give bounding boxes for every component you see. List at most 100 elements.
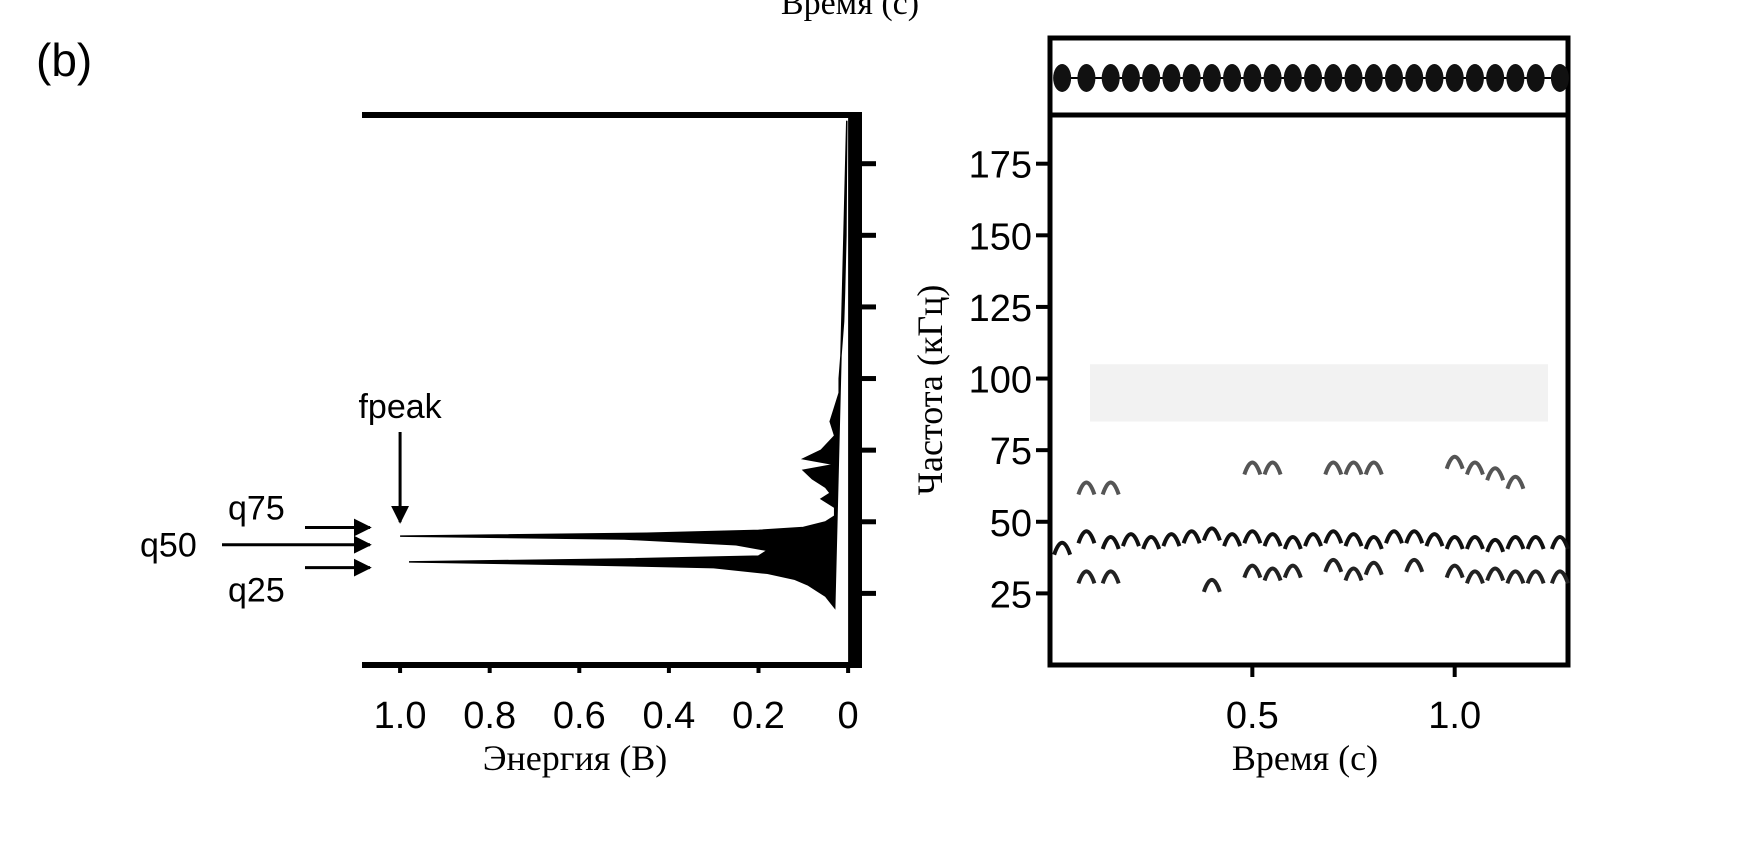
- y-tick-label: 100: [969, 360, 1032, 402]
- call-contour: [1550, 569, 1570, 584]
- call-contour: [1076, 529, 1097, 544]
- x-tick-label: 1.0: [1428, 695, 1481, 737]
- call-contour: [1201, 577, 1222, 593]
- call-contour: [1485, 537, 1506, 553]
- waveform-burst: [1182, 64, 1201, 92]
- annotation-label: fpeak: [358, 388, 442, 426]
- call-contour: [1262, 460, 1283, 476]
- waveform-burst: [1101, 64, 1120, 92]
- call-contour: [1076, 569, 1097, 584]
- y-axis-label: Частота (кГц): [910, 285, 950, 496]
- waveform-burst: [1121, 64, 1140, 92]
- waveform-burst: [1053, 64, 1072, 92]
- waveform-burst: [1550, 64, 1569, 92]
- call-contour: [1465, 534, 1485, 550]
- call-contour: [1282, 563, 1303, 579]
- call-contour: [1282, 534, 1303, 550]
- x-tick-label: 0.6: [553, 695, 606, 737]
- call-contour: [1444, 534, 1465, 550]
- waveform-burst: [1506, 64, 1525, 92]
- call-contour: [1242, 460, 1263, 476]
- call-contour: [1242, 563, 1263, 579]
- annotation-label: q25: [228, 572, 285, 610]
- call-contour: [1465, 460, 1485, 476]
- call-contour: [1343, 566, 1364, 582]
- waveform-burst: [1283, 64, 1302, 92]
- waveform-burst: [1324, 64, 1343, 92]
- call-contour: [1181, 529, 1202, 544]
- spectrum-area: [400, 120, 848, 610]
- y-tick-label: 75: [990, 431, 1032, 473]
- waveform-burst: [1445, 64, 1464, 92]
- call-contour: [1100, 569, 1121, 584]
- call-contour: [1242, 529, 1263, 544]
- call-contour: [1323, 460, 1344, 476]
- waveform-burst: [1263, 64, 1282, 92]
- call-contour: [1303, 532, 1323, 547]
- call-contour: [1323, 557, 1344, 573]
- call-contour: [1121, 532, 1141, 547]
- waveform-burst: [1486, 64, 1505, 92]
- x-tick-label: 0.4: [642, 695, 695, 737]
- call-contour: [1222, 532, 1243, 547]
- y-tick-label: 25: [990, 574, 1032, 616]
- x-tick-label: 1.0: [374, 695, 427, 737]
- waveform-burst: [1223, 64, 1242, 92]
- annotation-label: q75: [228, 490, 285, 528]
- call-contour: [1525, 534, 1546, 550]
- call-contour: [1444, 563, 1465, 579]
- call-contour: [1363, 534, 1384, 550]
- call-contour: [1076, 480, 1097, 496]
- call-contour: [1343, 460, 1364, 476]
- call-contour: [1363, 460, 1384, 476]
- y-tick-label: 50: [990, 503, 1032, 545]
- x-tick-label: 0.2: [732, 695, 785, 737]
- y-tick-label: 150: [969, 216, 1032, 258]
- waveform-burst: [1202, 64, 1221, 92]
- call-contour: [1444, 454, 1465, 470]
- waveform-burst: [1425, 64, 1444, 92]
- plot-frame: [1047, 112, 1571, 668]
- call-contour: [1363, 560, 1384, 576]
- waveform-burst: [1304, 64, 1323, 92]
- y-tick-label: 125: [969, 288, 1032, 330]
- call-contour: [1201, 526, 1222, 542]
- call-contour: [1052, 540, 1073, 556]
- waveform-burst: [1526, 64, 1545, 92]
- call-contour: [1100, 534, 1121, 550]
- call-contour: [1161, 532, 1182, 547]
- y-tick-label: 175: [969, 145, 1032, 187]
- call-contour: [1485, 466, 1506, 481]
- call-contour: [1550, 534, 1570, 550]
- x-tick-label: 0.5: [1226, 695, 1279, 737]
- call-contour: [1424, 532, 1445, 547]
- frequency-axis: [848, 112, 862, 668]
- call-contour: [1485, 566, 1506, 582]
- waveform-burst: [1077, 64, 1096, 92]
- waveform-burst: [1384, 64, 1403, 92]
- waveform-burst: [1465, 64, 1484, 92]
- call-contour: [1505, 569, 1526, 584]
- x-axis-label: Энергия (В): [483, 738, 668, 778]
- call-contour: [1384, 529, 1404, 544]
- top-caption: Время (с): [781, 0, 919, 22]
- call-contour: [1465, 569, 1485, 584]
- call-contour: [1404, 529, 1425, 544]
- call-contour: [1141, 534, 1162, 550]
- waveform-burst: [1405, 64, 1424, 92]
- call-contour: [1505, 474, 1526, 490]
- call-contour: [1525, 569, 1546, 584]
- panel-label: (b): [36, 34, 92, 86]
- annotation-label: q50: [140, 527, 197, 565]
- call-contour: [1505, 534, 1526, 550]
- waveform-burst: [1344, 64, 1363, 92]
- call-contour: [1404, 557, 1425, 573]
- waveform-burst: [1364, 64, 1383, 92]
- waveform-burst: [1243, 64, 1262, 92]
- call-contour: [1262, 532, 1283, 547]
- x-tick-label: 0.8: [463, 695, 516, 737]
- call-contour: [1100, 480, 1121, 496]
- call-contour: [1343, 532, 1364, 547]
